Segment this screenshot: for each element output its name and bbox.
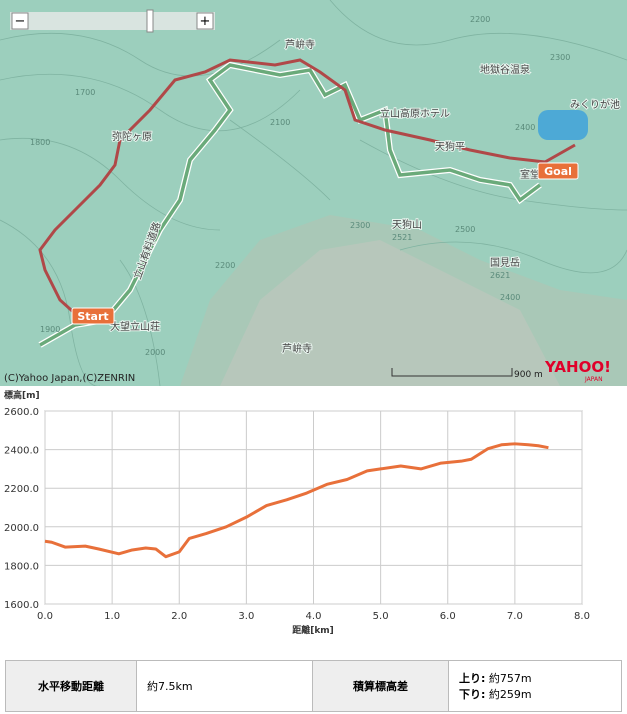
zoom-bar: [10, 12, 215, 30]
contour-label: 2000: [145, 348, 165, 357]
x-tick-label: 8.0: [574, 611, 590, 622]
y-tick-label: 2400.0: [4, 446, 39, 457]
contour-label: 2300: [550, 53, 570, 62]
cell: 上り: 約757m 下り: 約259m: [448, 660, 622, 712]
map-label: 天狗山: [392, 218, 422, 231]
map-label: 弥陀ヶ原: [112, 130, 152, 143]
header-cell: 水平移動距離: [5, 660, 137, 712]
scale-label: 900 m: [514, 370, 543, 380]
x-tick-label: 1.0: [104, 611, 120, 622]
map-label: 2621: [490, 271, 510, 280]
map[interactable]: 芦峅寺 立山高原ホテル 天狗平 地獄谷温泉 みくりが池 室堂 天狗山 2521 …: [0, 0, 627, 386]
map-label: 2521: [392, 233, 412, 242]
start-marker[interactable]: [71, 307, 115, 325]
logo-sub: JAPAN: [584, 376, 603, 383]
contour-label: 2100: [270, 118, 290, 127]
y-tick-label: 2000.0: [4, 523, 39, 534]
contour-label: 2300: [350, 221, 370, 230]
contours: [0, 0, 627, 386]
x-tick-label: 5.0: [373, 611, 389, 622]
ascent: 上り: 約757m: [459, 670, 611, 686]
elevation-chart: 標高[m] 距離[km] 1600.0 1800.0 2000.0 2200.0 240…: [4, 389, 590, 636]
map-label: 室堂: [520, 168, 540, 181]
summary-row: 水平移動距離 約7.5km 積算標高差 上り: 約757m 下り: 約259m: [5, 660, 622, 712]
cell: 約7.5km: [136, 660, 313, 712]
y-tick-label: 1600.0: [4, 600, 39, 611]
zoom-handle[interactable]: [146, 9, 154, 33]
summary-table: 水平移動距離 約7.5km 積算標高差 上り: 約757m 下り: 約259m: [5, 660, 622, 712]
map-label: 芦峅寺: [285, 38, 315, 51]
map-label: みくりが池: [570, 98, 620, 111]
header-cell: 積算標高差: [312, 660, 449, 712]
copyright: (C)Yahoo Japan,(C)ZENRIN: [4, 373, 135, 384]
x-tick-label: 3.0: [238, 611, 254, 622]
start-label: Start: [77, 310, 108, 323]
x-tick-label: 6.0: [440, 611, 456, 622]
route: [38, 58, 576, 320]
x-tick-label: 2.0: [171, 611, 187, 622]
contour-label: 2200: [470, 15, 490, 24]
goal-label: Goal: [544, 165, 572, 178]
zoom-out-label: −: [15, 14, 26, 29]
contour-label: 1700: [75, 88, 95, 97]
descent: 下り: 約259m: [459, 686, 611, 702]
x-axis-label: 距離[km]: [292, 624, 334, 636]
x-tick-label: 0.0: [37, 611, 53, 622]
contour-label: 1800: [30, 138, 50, 147]
map-label: 国見岳: [490, 257, 520, 269]
y-tick-label: 2200.0: [4, 484, 39, 495]
pond: [538, 110, 588, 140]
logo: YAHOO!: [544, 358, 611, 376]
elevation-line: [44, 442, 549, 559]
contour-label: 2400: [500, 293, 520, 302]
descent-label: 下り:: [459, 688, 486, 701]
descent-value: 約259m: [488, 688, 532, 701]
contour-label: 1900: [40, 325, 60, 334]
contour-label: 2500: [455, 225, 475, 234]
map-label: 大望立山荘: [110, 320, 160, 333]
ridge: [220, 240, 560, 386]
ascent-label: 上り:: [459, 672, 486, 685]
road: [39, 63, 542, 347]
map-label: 天狗平: [435, 140, 465, 153]
x-tick-label: 4.0: [306, 611, 322, 622]
y-tick-label: 1800.0: [4, 561, 39, 572]
map-label: 立山高原ホテル: [380, 107, 450, 120]
zoom-out[interactable]: [11, 12, 29, 30]
y-tick-label: 2600.0: [4, 407, 39, 418]
map-label: 芦峅寺: [282, 342, 312, 355]
ascent-value: 約757m: [488, 672, 532, 685]
x-tick-label: 7.0: [507, 611, 523, 622]
zoom-in[interactable]: [196, 12, 214, 30]
y-axis-label: 標高[m]: [4, 389, 40, 401]
map-label: 地獄谷温泉: [480, 63, 530, 76]
contour-label: 2400: [515, 123, 535, 132]
goal-marker[interactable]: [537, 162, 579, 180]
scale-bar: [391, 368, 513, 377]
contour-label: 2200: [215, 261, 235, 270]
zoom-in-label: +: [200, 14, 211, 29]
